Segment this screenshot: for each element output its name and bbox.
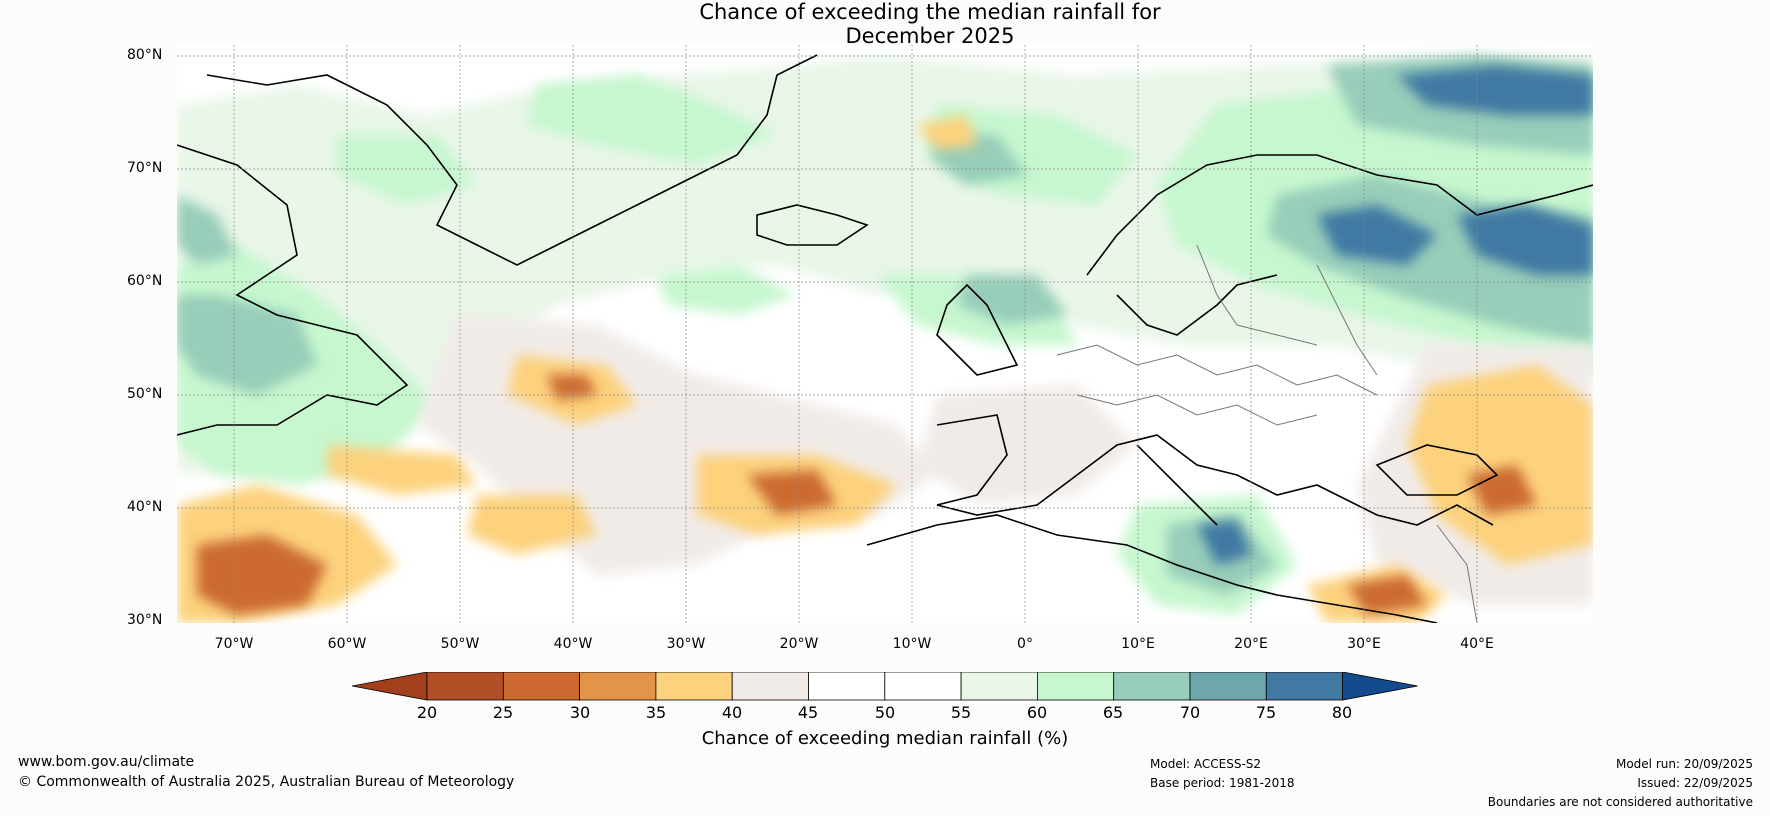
lon-label-30w: 30°W [666,636,706,652]
lon-label-20w: 20°W [779,636,819,652]
model-name: Model: ACCESS-S2 [1150,757,1262,771]
lon-label-10e: 10°E [1121,636,1155,652]
colorbar-tick-40: 40 [721,703,743,722]
map-title: Chance of exceeding the median rainfall … [0,0,1770,48]
colorbar-segment [655,672,733,701]
lon-label-40w: 40°W [553,636,593,652]
lon-label-60w: 60°W [327,636,367,652]
colorbar-tick-50: 50 [874,703,896,722]
probability-25-35-areas [197,375,1537,615]
colorbar-over-triangle [1342,672,1418,701]
lat-label-70n: 70°N [127,160,163,176]
colorbar-segment [884,672,962,701]
colorbar-segment [1189,672,1267,701]
issued-date: Issued: 22/09/2025 [1637,776,1753,790]
colorbar-segment [502,672,581,701]
lon-label-30e: 30°E [1347,636,1381,652]
colorbar-segment [731,672,809,701]
colorbar-under-triangle [352,672,428,701]
rainfall-map [177,45,1593,623]
colorbar-tick-35: 35 [645,703,667,722]
graticule [177,45,1593,623]
colorbar-tick-20: 20 [416,703,438,722]
coastlines [177,54,1593,623]
colorbar-segment [1265,672,1343,701]
colorbar-tick-45: 45 [797,703,819,722]
lon-label-40e: 40°E [1460,636,1494,652]
lat-label-50n: 50°N [127,386,163,402]
website-link[interactable]: www.bom.gov.au/climate [18,754,195,770]
colorbar-segment [1037,672,1115,701]
model-run-date: Model run: 20/09/2025 [1615,757,1753,771]
lon-label-70w: 70°W [214,636,254,652]
lat-label-30n: 30°N [127,612,163,628]
colorbar-tick-75: 75 [1255,703,1277,722]
colorbar-tick-25: 25 [492,703,514,722]
colorbar-tick-30: 30 [569,703,591,722]
colorbar-tick-60: 60 [1026,703,1048,722]
boundary-disclaimer: Boundaries are not considered authoritat… [1487,795,1753,809]
colorbar-tick-55: 55 [950,703,972,722]
lat-label-60n: 60°N [127,273,163,289]
lon-label-20e: 20°E [1234,636,1268,652]
lat-label-80n: 80°N [127,47,163,63]
colorbar-tick-80: 80 [1331,703,1353,722]
colorbar-tick-70: 70 [1179,703,1201,722]
country-borders [1056,244,1478,623]
probability-75-80-areas [1197,65,1593,565]
colorbar-segment [960,672,1038,701]
colorbar-segment [1113,672,1191,701]
colorbar-tick-65: 65 [1102,703,1124,722]
colorbar-segment [808,672,886,701]
colorbar-segment [426,672,504,701]
copyright-text: © Commonwealth of Australia 2025, Austra… [18,774,515,790]
map-title-line2: December 2025 [845,24,1015,48]
map-title-line1: Chance of exceeding the median rainfall … [699,0,1161,24]
lon-label-50w: 50°W [440,636,480,652]
colorbar-label: Chance of exceeding median rainfall (%) [701,728,1069,749]
base-period: Base period: 1981-2018 [1150,776,1295,790]
lat-label-40n: 40°N [127,499,163,515]
lon-label-0: 0° [1017,636,1033,652]
lon-label-10w: 10°W [892,636,932,652]
colorbar-segment [579,672,657,701]
colorbar [352,672,1418,701]
